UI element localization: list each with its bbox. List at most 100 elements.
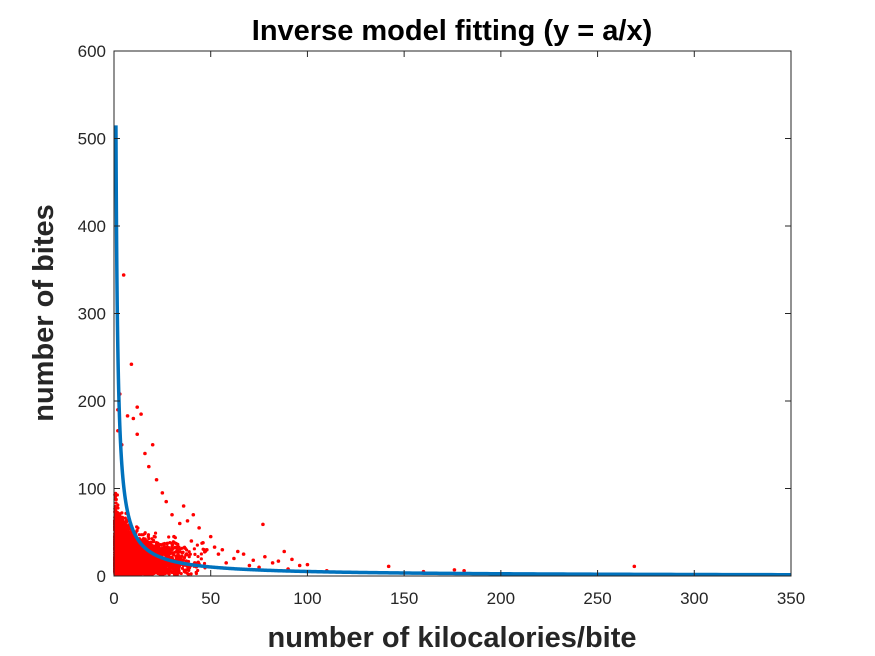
data-point [182,555,187,560]
data-point [124,559,129,563]
data-point [122,529,126,533]
data-point [183,546,187,550]
data-point [151,563,155,567]
data-point [162,541,167,546]
data-point [157,562,161,567]
data-point [125,563,129,567]
data-point [124,551,128,555]
data-point [165,542,169,546]
data-point [158,572,162,576]
data-point [157,542,161,547]
data-point [180,558,184,562]
data-point [199,552,203,556]
data-point [177,545,181,549]
data-point [129,569,133,574]
data-point [144,572,148,576]
data-point [114,497,118,502]
data-point [196,554,200,559]
data-point [134,560,138,564]
data-point [149,545,153,549]
data-point [127,558,131,563]
data-point [165,552,169,556]
data-point [143,531,147,535]
data-point [114,491,118,495]
data-point [144,541,148,545]
data-point [138,547,142,551]
data-point [147,563,152,567]
data-point [123,545,128,549]
data-point [167,535,171,539]
data-point [127,530,131,534]
data-point [194,571,199,576]
data-point [119,538,123,542]
data-point [123,516,127,520]
data-point [119,566,123,570]
data-point [152,568,157,572]
data-point [127,567,131,571]
data-point [143,537,147,541]
data-point [141,558,145,562]
data-point [124,554,128,559]
data-point [139,568,143,572]
data-point [146,557,150,561]
data-point [163,571,167,575]
data-point [121,572,125,576]
data-point [199,557,203,561]
data-point [172,572,177,576]
data-point [195,543,199,547]
data-point [141,533,145,537]
data-point [168,552,173,556]
data-point [163,547,167,551]
data-point [115,542,120,546]
data-point [201,547,205,551]
data-point [119,552,124,557]
data-point [127,534,131,539]
data-point [117,571,121,575]
data-point [130,545,134,549]
data-point [124,523,129,527]
data-point [169,541,173,545]
data-point [167,546,171,550]
data-point [124,566,128,570]
data-point [115,558,119,562]
data-point [120,546,124,550]
data-point [189,572,193,576]
data-point [152,548,156,552]
data-point [193,552,197,557]
data-point [130,566,134,570]
data-point [174,554,178,559]
data-point [171,566,175,570]
data-point [132,545,136,549]
data-point [143,567,147,571]
data-point [124,572,129,576]
data-point [123,520,127,524]
data-point [123,542,128,546]
data-point [117,512,121,516]
data-point [132,538,136,542]
data-point [186,572,191,576]
data-point [129,557,133,561]
data-point [135,564,139,568]
data-point [116,503,120,507]
data-point [139,565,143,569]
data-point [175,570,179,574]
data-point [126,539,131,543]
data-point [148,569,152,574]
data-point [117,516,121,520]
data-point [142,561,146,565]
data-point [144,562,148,566]
data-point [141,552,146,556]
data-point [179,571,183,576]
data-point [128,554,132,558]
data-point [177,565,181,569]
data-point [147,566,151,570]
data-point [145,554,150,558]
data-point [135,529,139,533]
data-point [140,538,144,542]
data-point [161,563,165,568]
data-point [124,535,128,539]
data-point [203,550,207,554]
data-point [136,568,140,572]
data-point [135,545,139,549]
data-point [141,570,145,574]
